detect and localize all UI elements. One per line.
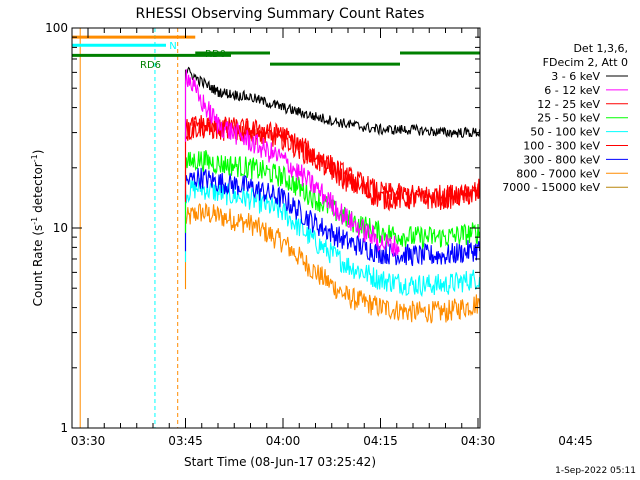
series-layer [184, 66, 480, 324]
plot-area: SNRD6RD0 [72, 28, 480, 428]
series-line-6 [184, 167, 480, 267]
legend-entry-label-7: 800 - 7000 keV [516, 167, 600, 180]
x-tick-label-0: 03:30 [71, 434, 106, 448]
state-label-3: RD0 [205, 49, 226, 60]
y-axis: 1 10 100 [45, 21, 480, 435]
x-tick-label-2: 04:00 [266, 434, 301, 448]
y-tick-label-2: 100 [45, 21, 68, 35]
y-axis-label-sup2: -1 [30, 154, 39, 162]
legend-entry-label-1: 6 - 12 keV [544, 84, 600, 97]
y-axis-label-end: ) [31, 150, 45, 155]
legend-entry-label-5: 100 - 300 keV [523, 140, 600, 153]
x-tick-label-4: 04:30 [461, 434, 496, 448]
y-axis-label-mid: detector [31, 162, 45, 217]
state-label-1: N [169, 41, 176, 52]
legend-header-line-1: Det 1,3,6, [573, 42, 628, 55]
state-bars: SNRD6RD0 [72, 35, 480, 71]
y-axis-label-main: Count Rate (s [31, 225, 45, 307]
legend-entry-label-8: 7000 - 15000 keV [502, 181, 600, 194]
y-axis-label-sup1: -1 [30, 217, 39, 225]
legend-header-line-2: FDecim 2, Att 0 [543, 56, 628, 69]
legend-entry-label-4: 50 - 100 keV [530, 126, 600, 139]
series-line-0 [184, 66, 480, 139]
footer-timestamp: 1-Sep-2022 05:11 [555, 466, 636, 476]
x-tick-label-3: 04:15 [363, 434, 398, 448]
y-tick-label-1: 10 [53, 221, 68, 235]
series-line-5 [184, 115, 480, 209]
series-line-4 [184, 178, 480, 298]
series-line-7 [184, 202, 480, 324]
chart-title: RHESSI Observing Summary Count Rates [136, 6, 425, 22]
legend-entry-label-2: 12 - 25 keV [537, 98, 600, 111]
x-tick-label-5: 04:45 [558, 434, 593, 448]
state-label-2: RD6 [140, 60, 161, 71]
legend-entry-label-6: 300 - 800 keV [523, 153, 600, 166]
x-axis-label: Start Time (08-Jun-17 03:25:42) [184, 455, 376, 469]
y-tick-label-0: 1 [60, 421, 68, 435]
legend-entry-label-0: 3 - 6 keV [551, 70, 600, 83]
legend-entry-label-3: 25 - 50 keV [537, 112, 600, 125]
series-line-3 [184, 150, 480, 251]
y-axis-label: Count Rate (s-1 detector-1) [30, 150, 45, 307]
series-line-1 [184, 69, 400, 258]
x-tick-label-1: 03:45 [168, 434, 203, 448]
